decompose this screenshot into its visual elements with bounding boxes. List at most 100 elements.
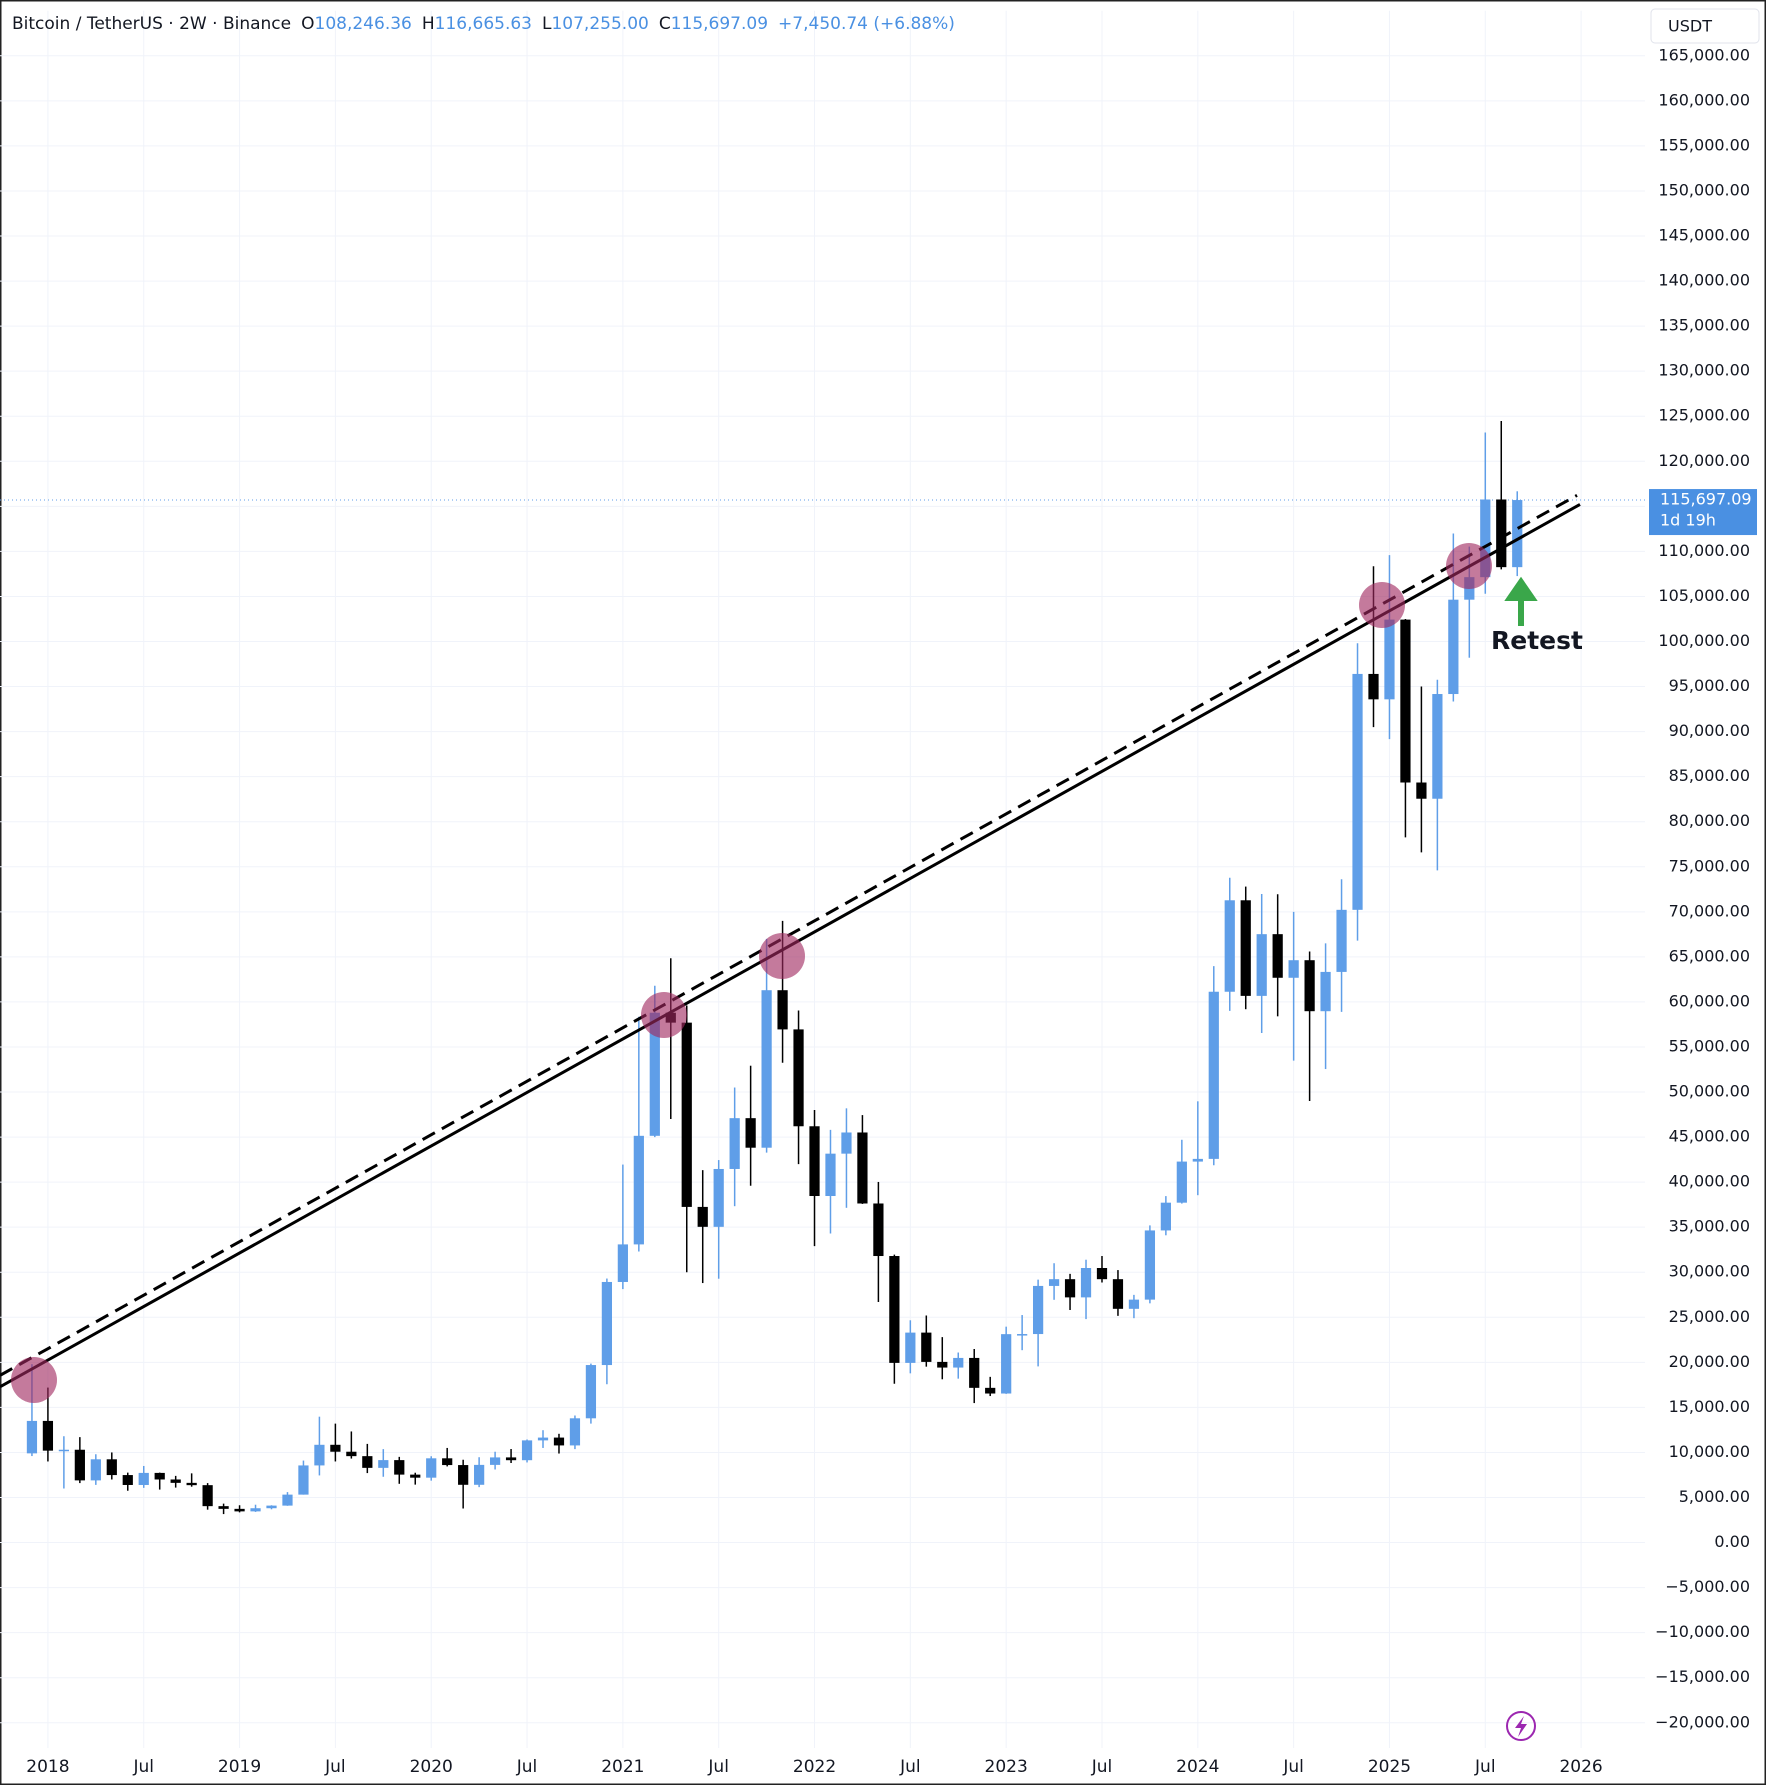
candle-body	[729, 1118, 740, 1169]
y-tick-label: 70,000.00	[1669, 901, 1750, 920]
candle-body	[1256, 934, 1267, 996]
touch-points	[11, 543, 1492, 1403]
ohlc-field: O108,246.36	[301, 14, 412, 34]
candle-body	[474, 1464, 485, 1485]
change: +7,450.74 (+6.88%)	[778, 14, 955, 34]
annotation: Retest	[1491, 626, 1583, 655]
last-price-box	[1649, 489, 1757, 536]
x-tick-label: Jul	[324, 1757, 346, 1777]
y-tick-label: 155,000.00	[1658, 135, 1750, 154]
candle-body	[793, 1029, 804, 1127]
candle-body	[1416, 782, 1427, 799]
y-tick-label: 95,000.00	[1669, 676, 1750, 695]
x-tick-label: 2020	[410, 1757, 453, 1777]
y-tick-label: 45,000.00	[1669, 1127, 1750, 1146]
field-value: 108,246.36	[314, 14, 412, 34]
candle-body	[809, 1126, 820, 1197]
candle-body	[1320, 971, 1331, 1012]
candle-body	[1304, 960, 1315, 1012]
candle-body	[761, 990, 772, 1148]
candle-body	[1400, 619, 1411, 783]
candle-body	[1032, 1285, 1044, 1335]
y-tick-label: 40,000.00	[1669, 1172, 1750, 1191]
x-tick-label: Jul	[1282, 1757, 1304, 1777]
x-tick-label: 2019	[218, 1757, 261, 1777]
y-tick-label: 30,000.00	[1669, 1262, 1750, 1281]
lightning-bolt	[1515, 1716, 1527, 1737]
candle-body	[138, 1472, 149, 1485]
x-tick-label: 2022	[793, 1757, 836, 1777]
candle-body	[1192, 1158, 1203, 1162]
candle-body	[921, 1332, 932, 1362]
y-tick-label: 25,000.00	[1669, 1307, 1750, 1326]
candle-body	[1176, 1161, 1187, 1203]
candle-body	[585, 1365, 597, 1419]
candle-body	[1144, 1230, 1156, 1300]
candle-body	[1288, 960, 1299, 978]
field-value: 107,255.00	[551, 14, 649, 34]
candle-body	[969, 1357, 980, 1388]
candle-body	[1064, 1279, 1076, 1298]
drawings: Retest	[0, 493, 1583, 1403]
candle-body	[713, 1168, 724, 1227]
ohlc-field: C115,697.09	[659, 14, 768, 34]
x-tick-label: 2018	[26, 1757, 69, 1777]
candle-body	[777, 990, 788, 1030]
y-tick-label: 140,000.00	[1658, 271, 1750, 290]
y-tick-label: 150,000.00	[1658, 180, 1750, 199]
x-tick-label: Jul	[516, 1757, 538, 1777]
candle-body	[330, 1444, 341, 1452]
y-tick-label: 0.00	[1714, 1532, 1750, 1551]
candle-body	[1001, 1334, 1012, 1394]
y-tick-label: 165,000.00	[1658, 45, 1750, 64]
y-tick-label: −20,000.00	[1655, 1712, 1750, 1731]
candle-body	[633, 1135, 644, 1245]
candle-body	[122, 1475, 133, 1485]
candle-body	[90, 1459, 101, 1481]
y-tick-label: 120,000.00	[1658, 451, 1750, 470]
candle-body	[537, 1437, 549, 1441]
countdown: 1d 19h	[1660, 511, 1716, 530]
candle-body	[346, 1451, 357, 1457]
candle-body	[314, 1444, 325, 1466]
field-value: 115,697.09	[670, 14, 769, 34]
candle-body	[841, 1132, 852, 1154]
y-tick-label: 20,000.00	[1669, 1352, 1750, 1371]
retest-arrow	[1504, 576, 1538, 626]
candle-body	[1512, 500, 1523, 568]
x-tick-label: Jul	[1474, 1757, 1496, 1777]
field-key: C	[658, 14, 671, 34]
y-tick-label: 90,000.00	[1669, 721, 1750, 740]
y-tick-label: 160,000.00	[1658, 90, 1750, 109]
candle-body	[905, 1332, 916, 1363]
candle-body	[1112, 1279, 1124, 1309]
grid	[0, 10, 1645, 1748]
candle-body	[953, 1357, 964, 1368]
candle-body	[1480, 499, 1491, 578]
candle-body	[442, 1458, 453, 1466]
candle-body	[649, 1012, 660, 1136]
field-key: O	[301, 14, 315, 34]
candle-body	[857, 1132, 868, 1204]
candle-body	[1384, 619, 1395, 700]
ohlc-fields: O108,246.36 H116,665.63 L107,255.00 C115,69…	[301, 14, 768, 34]
candle-body	[521, 1440, 533, 1461]
currency-box	[1650, 8, 1760, 44]
currency: USDT	[1668, 17, 1712, 36]
candle-body	[1160, 1202, 1171, 1231]
candle-body	[681, 1022, 692, 1207]
candle-body	[250, 1508, 261, 1512]
lightning-icon	[1506, 1711, 1536, 1741]
candle-body	[42, 1420, 54, 1451]
field-key: L	[542, 14, 552, 34]
x-tick-label: 2024	[1176, 1757, 1219, 1777]
candle-body	[202, 1485, 213, 1507]
candle-body	[825, 1153, 836, 1197]
y-tick-label: 10,000.00	[1669, 1442, 1750, 1461]
candle-body	[218, 1506, 229, 1509]
last-price-label: 115,697.09	[1660, 490, 1752, 509]
candle-body	[505, 1457, 517, 1461]
y-tick-label: −5,000.00	[1665, 1577, 1750, 1596]
x-tick-label: 2021	[601, 1757, 644, 1777]
